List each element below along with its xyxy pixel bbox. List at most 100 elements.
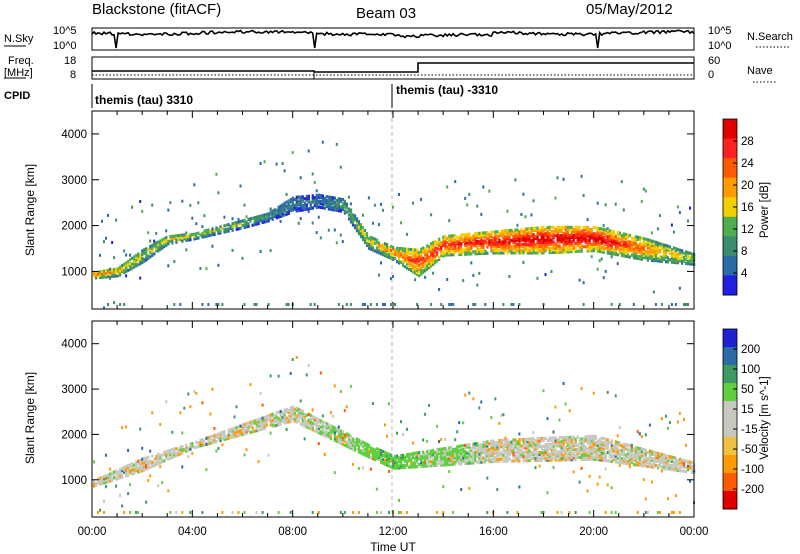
echo-cell <box>580 239 583 243</box>
echo-cell <box>472 250 475 254</box>
echo-cell <box>341 198 344 202</box>
echo-cell <box>592 455 595 459</box>
echo-cell <box>279 206 282 210</box>
echo-cell <box>412 268 415 272</box>
echo-cell <box>676 459 680 463</box>
echo-cell <box>109 472 112 476</box>
echo-cell <box>518 230 521 234</box>
echo-cell <box>562 250 565 254</box>
echo-cell <box>107 480 110 484</box>
echo-cell <box>349 216 353 220</box>
echo-cell <box>638 457 641 461</box>
echo-cell <box>590 451 593 455</box>
echo-cell-sparse <box>313 181 316 184</box>
echo-cell <box>129 261 132 266</box>
echo-cell <box>239 429 242 433</box>
echo-cell <box>496 447 499 451</box>
echo-cell <box>662 453 666 457</box>
echo-cell-sparse <box>476 283 479 287</box>
echo-cell <box>476 454 479 458</box>
echo-cell <box>458 456 461 460</box>
echo-cell <box>287 420 290 424</box>
echo-cell-nearrange <box>173 303 176 306</box>
echo-cell <box>297 411 300 415</box>
cpid-segment-2: themis (tau) -3310 <box>396 83 498 97</box>
echo-cell <box>345 434 348 438</box>
echo-cell <box>416 455 419 459</box>
echo-cell <box>468 451 471 455</box>
echo-cell-sparse <box>165 400 168 404</box>
echo-cell <box>404 251 407 255</box>
echo-cell <box>662 255 666 259</box>
echo-cell <box>315 199 318 203</box>
echo-cell-sparse <box>438 440 441 444</box>
echo-cell-sparse <box>444 437 447 441</box>
echo-cell <box>339 437 342 441</box>
echo-cell <box>480 243 483 247</box>
echo-cell <box>468 238 471 242</box>
echo-cell <box>462 458 465 462</box>
echo-cell <box>432 241 435 245</box>
echo-cell <box>650 250 654 254</box>
echo-cell <box>683 469 686 473</box>
echo-cell <box>418 250 421 255</box>
echo-cell <box>422 264 425 268</box>
echo-cell <box>638 244 641 248</box>
echo-cell-nearrange <box>486 511 489 514</box>
echo-cell <box>293 411 296 415</box>
echo-cell-sparse <box>319 236 322 240</box>
echo-cell <box>542 444 545 448</box>
echo-cell-sparse <box>181 199 184 203</box>
echo-cell <box>474 244 477 248</box>
echo-cell <box>536 240 539 245</box>
echo-cell <box>251 216 254 220</box>
echo-cell <box>155 243 158 247</box>
echo-cell <box>404 265 407 269</box>
echo-cell <box>359 441 363 445</box>
echo-cell <box>263 220 266 224</box>
echo-cell <box>580 437 583 441</box>
echo-cell <box>502 449 505 453</box>
echo-cell <box>229 434 232 438</box>
echo-cell <box>670 463 674 468</box>
cpid-panel: CPID themis (tau) 3310 themis (tau) -331… <box>4 83 498 108</box>
echo-cell <box>676 466 680 471</box>
echo-cell <box>632 455 635 459</box>
echo-cell <box>161 453 164 457</box>
echo-cell <box>215 440 218 444</box>
echo-cell-nearrange <box>349 303 352 306</box>
y-tick-label: 4000 <box>61 129 87 141</box>
echo-cell <box>546 232 549 236</box>
echo-cell <box>440 447 443 451</box>
echo-cell <box>468 449 471 453</box>
echo-cell <box>390 457 393 461</box>
echo-cell <box>127 466 130 470</box>
echo-cell <box>482 249 485 253</box>
echo-cell <box>612 248 615 252</box>
echo-cell <box>408 465 411 469</box>
echo-cell <box>398 246 401 251</box>
echo-cell <box>307 420 310 424</box>
echo-cell <box>632 236 635 241</box>
echo-cell <box>402 455 405 459</box>
echo-cell <box>510 451 513 455</box>
echo-cell <box>542 232 545 236</box>
echo-cell <box>442 459 445 463</box>
echo-cell <box>143 464 146 468</box>
echo-cell-sparse <box>640 435 643 438</box>
echo-cell <box>612 443 615 448</box>
echo-cell <box>137 470 140 474</box>
echo-cell <box>526 233 529 237</box>
echo-cell <box>95 271 98 275</box>
echo-cell <box>460 462 463 466</box>
echo-cell <box>145 463 148 467</box>
echo-cell <box>237 429 240 433</box>
echo-cell <box>267 212 270 216</box>
echo-cell <box>470 240 473 244</box>
echo-cell <box>522 238 525 242</box>
echo-cell-sparse <box>504 436 507 440</box>
echo-cell <box>584 240 587 244</box>
echo-cell <box>335 427 338 431</box>
echo-cell <box>616 233 619 237</box>
